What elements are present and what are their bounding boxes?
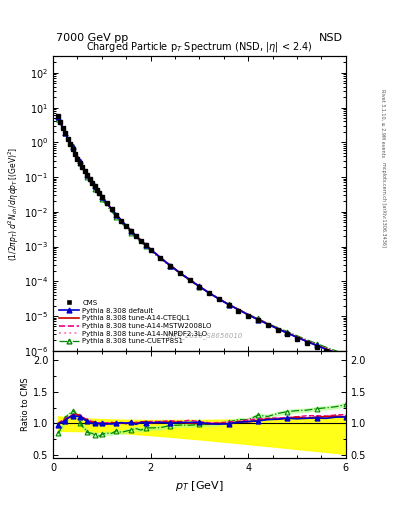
Text: NSD: NSD bbox=[319, 33, 343, 43]
Text: 7000 GeV pp: 7000 GeV pp bbox=[56, 33, 128, 43]
Text: mcplots.cern.ch [arXiv:1306.3436]: mcplots.cern.ch [arXiv:1306.3436] bbox=[381, 162, 386, 247]
Title: Charged Particle p$_T$ Spectrum (NSD, |$\eta$| < 2.4): Charged Particle p$_T$ Spectrum (NSD, |$… bbox=[86, 40, 313, 54]
Text: Rivet 3.1.10, ≥ 2.9M events: Rivet 3.1.10, ≥ 2.9M events bbox=[381, 89, 386, 157]
Text: CMS_2010_S8656010: CMS_2010_S8656010 bbox=[167, 332, 244, 339]
X-axis label: $p_T$ [GeV]: $p_T$ [GeV] bbox=[175, 479, 224, 493]
Y-axis label: Ratio to CMS: Ratio to CMS bbox=[21, 378, 30, 431]
Y-axis label: $(1/2\pi p_T)\, d^2N_{ch}/d\eta\, dp_T\, [{\rm (GeV)}^2]$: $(1/2\pi p_T)\, d^2N_{ch}/d\eta\, dp_T\,… bbox=[7, 146, 21, 261]
Legend: CMS, Pythia 8.308 default, Pythia 8.308 tune-A14-CTEQL1, Pythia 8.308 tune-A14-M: CMS, Pythia 8.308 default, Pythia 8.308 … bbox=[57, 297, 214, 347]
